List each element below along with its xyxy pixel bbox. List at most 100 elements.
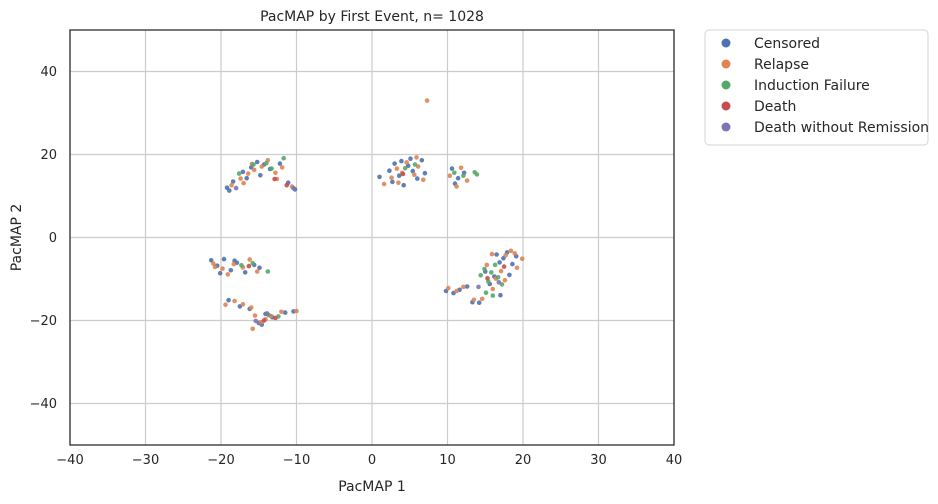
data-point — [503, 253, 508, 258]
data-point — [231, 261, 237, 267]
y-tick-label: 20 — [40, 148, 57, 163]
data-point — [212, 264, 218, 270]
y-tick-label: 0 — [49, 231, 57, 246]
data-point — [251, 162, 256, 167]
data-point — [510, 261, 515, 267]
data-point — [281, 155, 287, 161]
data-point — [461, 284, 466, 290]
data-point — [282, 310, 288, 315]
data-point — [512, 251, 517, 256]
data-point — [464, 178, 470, 183]
data-point — [482, 266, 487, 272]
legend: Censored Relapse Induction Failure Death Dea… — [704, 29, 929, 146]
data-point — [401, 182, 407, 188]
data-point — [233, 185, 239, 191]
data-point — [412, 172, 417, 178]
data-point — [277, 161, 283, 166]
data-point — [264, 311, 270, 316]
data-point — [422, 170, 428, 176]
y-axis-label: PacMAP 2 — [9, 204, 25, 272]
data-point — [404, 160, 410, 165]
y-tick-labels: −40 −20 0 20 40 — [30, 65, 57, 412]
data-point — [455, 175, 461, 181]
data-point — [253, 318, 258, 324]
data-point — [412, 162, 418, 167]
data-point — [254, 269, 260, 274]
data-point — [494, 252, 499, 257]
data-point — [291, 185, 296, 191]
data-point — [478, 273, 484, 278]
y-tick-label: −20 — [30, 314, 57, 329]
data-point — [454, 288, 459, 294]
legend-label: Death without Remission — [754, 120, 929, 136]
data-point — [496, 280, 502, 285]
data-point — [251, 167, 257, 173]
data-point — [259, 164, 265, 169]
data-point — [402, 165, 408, 171]
data-point — [257, 265, 262, 271]
data-point — [399, 158, 404, 164]
data-point — [458, 165, 464, 171]
data-point — [502, 277, 508, 283]
data-point — [264, 160, 269, 166]
data-point — [514, 265, 520, 271]
data-point — [226, 297, 231, 303]
data-point — [279, 309, 284, 315]
data-point — [490, 293, 496, 298]
x-tick-label: 30 — [590, 453, 607, 468]
legend-label: Censored — [754, 36, 820, 52]
legend-frame — [704, 29, 929, 146]
legend-marker — [721, 122, 731, 132]
data-point — [229, 182, 234, 188]
data-point — [247, 257, 252, 262]
data-point — [464, 284, 470, 289]
data-point — [269, 166, 274, 171]
data-point — [284, 182, 290, 188]
data-point — [490, 286, 496, 292]
data-point — [217, 270, 223, 276]
data-point — [273, 170, 278, 176]
data-point — [452, 170, 457, 176]
data-point — [497, 260, 502, 265]
data-point — [508, 248, 514, 254]
data-point — [484, 262, 490, 268]
x-tick-label: −20 — [207, 453, 234, 468]
data-point — [389, 175, 394, 180]
x-tick-label: −10 — [283, 453, 310, 468]
data-point — [421, 177, 426, 183]
data-point — [447, 173, 453, 178]
data-point — [396, 173, 402, 178]
data-point — [495, 275, 501, 280]
data-point — [245, 171, 251, 176]
data-point — [258, 173, 263, 178]
y-tick-label: −40 — [30, 397, 57, 412]
data-point — [489, 270, 494, 275]
data-point — [501, 264, 507, 269]
data-point — [410, 168, 416, 174]
data-point — [236, 171, 242, 176]
data-point — [279, 165, 285, 170]
data-point — [390, 179, 395, 185]
legend-label: Death — [754, 99, 796, 115]
data-point — [228, 268, 234, 273]
data-point — [381, 181, 387, 187]
data-point — [261, 318, 267, 323]
data-point — [221, 256, 227, 262]
data-point — [273, 315, 278, 321]
data-point — [250, 260, 255, 266]
data-point — [408, 156, 413, 161]
data-point — [241, 180, 246, 186]
data-point — [498, 268, 504, 274]
data-point — [244, 175, 249, 181]
data-point — [252, 313, 258, 318]
data-point — [227, 188, 232, 193]
data-point — [489, 251, 495, 257]
x-tick-label: −30 — [132, 453, 159, 468]
x-tick-label: 0 — [368, 453, 376, 468]
x-tick-label: 20 — [515, 453, 532, 468]
data-point — [242, 270, 248, 275]
data-point — [476, 284, 481, 290]
y-tick-label: 40 — [40, 65, 57, 80]
legend-marker — [721, 38, 731, 48]
legend-label: Induction Failure — [754, 78, 870, 94]
